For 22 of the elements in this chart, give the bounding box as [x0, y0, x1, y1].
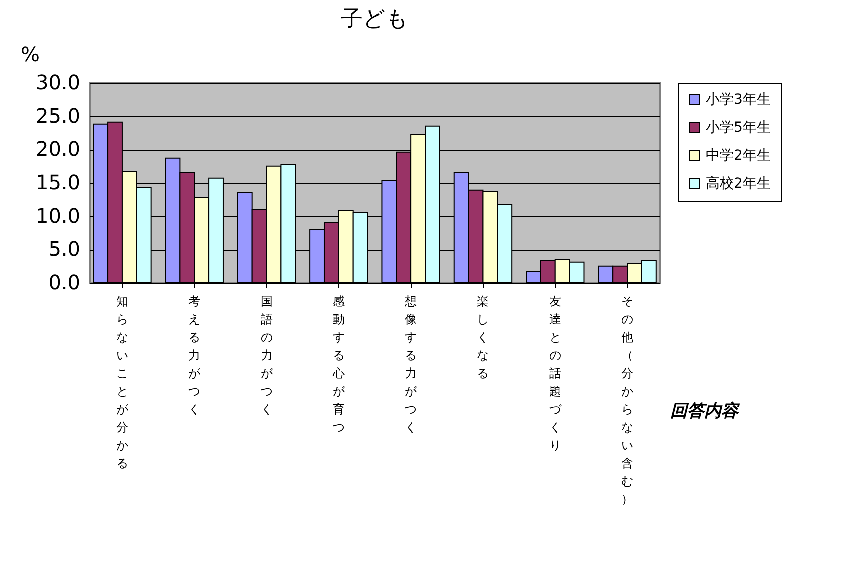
y-tick-label: 25.0 — [36, 104, 80, 128]
legend-label: 中学2年生 — [706, 148, 771, 164]
y-tick-label: 15.0 — [36, 170, 80, 194]
y-tick-label: 20.0 — [36, 137, 80, 162]
y-axis-title: % — [20, 42, 40, 66]
y-tick-label: 10.0 — [36, 204, 80, 228]
y-tick-label: 5.0 — [48, 237, 80, 262]
category-label: その他（分からない含む） — [622, 294, 634, 506]
chart-title: 子ども — [341, 7, 409, 32]
legend-label: 小学5年生 — [706, 120, 771, 136]
category-label: 知らないことが分かる — [116, 294, 128, 470]
x-tick-label: 想像する力がつく — [404, 294, 418, 434]
x-tick-label: 考える力がつく — [188, 294, 202, 416]
y-tick-label: 30.0 — [36, 70, 80, 94]
legend-label: 小学3年生 — [706, 92, 771, 108]
x-axis-title: 回答内容 — [670, 402, 740, 422]
category-label: 友達との話題づくり — [549, 294, 562, 452]
x-tick-label: 感動する心が育つ — [332, 294, 346, 434]
y-tick-label: 0.0 — [48, 270, 80, 294]
x-tick-label: 楽しくなる — [477, 294, 490, 380]
legend-label: 高校2年生 — [706, 176, 771, 192]
x-tick-label: 国語の力がつく — [260, 294, 274, 416]
